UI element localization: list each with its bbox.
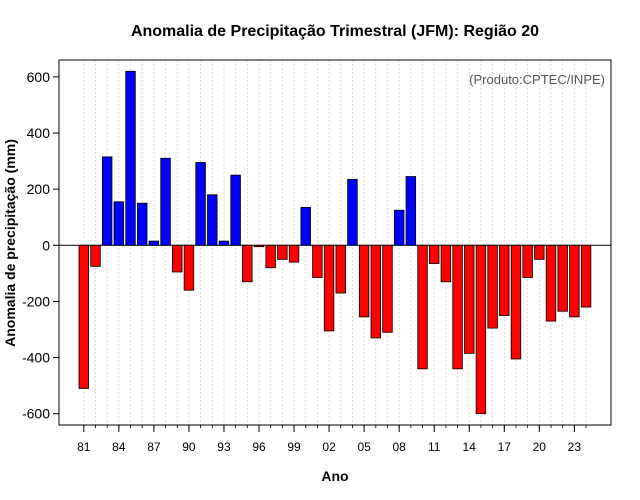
y-tick-label: -600 bbox=[22, 406, 50, 422]
x-tick-label: 90 bbox=[182, 440, 196, 454]
bar-1981 bbox=[78, 244, 90, 389]
bar-2023 bbox=[569, 244, 580, 318]
bar-2010 bbox=[417, 244, 428, 370]
bar-1987 bbox=[148, 240, 160, 246]
gridlines bbox=[83, 60, 587, 425]
x-axis-title: Ano bbox=[321, 468, 348, 484]
x-tick-label: 87 bbox=[147, 440, 161, 454]
bar-2001 bbox=[312, 244, 323, 278]
bar-2004 bbox=[347, 178, 358, 246]
bar-2006 bbox=[370, 244, 382, 339]
bar-2016 bbox=[487, 244, 498, 329]
bar-2000 bbox=[300, 207, 311, 246]
bar-1991 bbox=[195, 162, 206, 246]
product-credit: (Produto:CPTEC/INPE) bbox=[469, 72, 605, 87]
bar-1992 bbox=[207, 194, 218, 246]
bar-1997 bbox=[265, 244, 276, 269]
bar-1993 bbox=[218, 240, 230, 246]
bar-1986 bbox=[136, 202, 148, 246]
y-tick-label: 200 bbox=[27, 181, 51, 197]
bars bbox=[78, 70, 592, 415]
bar-2002 bbox=[323, 244, 335, 332]
x-tick-label: 05 bbox=[357, 440, 371, 454]
bar-2013 bbox=[452, 244, 463, 370]
x-tick-label: 02 bbox=[322, 440, 336, 454]
bar-1989 bbox=[172, 244, 183, 273]
x-tick-label: 84 bbox=[112, 440, 126, 454]
bar-1995 bbox=[242, 244, 253, 283]
x-tick-label: 20 bbox=[533, 440, 547, 454]
bar-2008 bbox=[393, 209, 405, 246]
y-tick-label: 0 bbox=[42, 237, 50, 253]
x-tick-label: 11 bbox=[428, 440, 441, 454]
x-tick-label: 23 bbox=[568, 440, 582, 454]
bar-1998 bbox=[277, 244, 288, 260]
bar-2017 bbox=[499, 244, 510, 316]
y-tick-label: 400 bbox=[27, 125, 51, 141]
bar-1990 bbox=[183, 244, 195, 291]
x-tick-label: 17 bbox=[498, 440, 512, 454]
bar-2019 bbox=[522, 244, 533, 278]
x-axis: 81 84 87 90 93 96 99 02 05 08 11 14 17 20 23 bbox=[77, 425, 587, 454]
x-tick-label: 96 bbox=[252, 440, 266, 454]
bar-2005 bbox=[358, 244, 370, 318]
bar-1996 bbox=[253, 244, 265, 248]
bar-2003 bbox=[335, 244, 346, 294]
y-axis-title: Anomalia de precipitação (mm) bbox=[2, 139, 18, 347]
bar-2022 bbox=[557, 244, 568, 312]
bar-2015 bbox=[475, 244, 487, 415]
bar-2024 bbox=[580, 244, 592, 308]
bar-2007 bbox=[382, 244, 393, 333]
plot-frame bbox=[58, 59, 612, 426]
bar-2021 bbox=[545, 244, 557, 322]
x-tick-label: 81 bbox=[77, 440, 91, 454]
y-tick-label: -400 bbox=[22, 350, 50, 366]
x-tick-label: 93 bbox=[217, 440, 231, 454]
bar-1999 bbox=[288, 244, 300, 263]
bar-1982 bbox=[90, 244, 101, 267]
bar-1985 bbox=[125, 70, 136, 246]
bar-1983 bbox=[101, 156, 113, 246]
x-tick-label: 14 bbox=[463, 440, 477, 454]
y-axis: -600 -400 -200 0 200 400 600 bbox=[22, 69, 59, 422]
bar-2020 bbox=[534, 244, 545, 260]
chart-title: Anomalia de Precipitação Trimestral (JFM… bbox=[131, 23, 539, 40]
bar-2014 bbox=[464, 244, 475, 354]
x-tick-label: 99 bbox=[287, 440, 301, 454]
bar-1984 bbox=[113, 201, 125, 246]
bar-1994 bbox=[230, 174, 241, 246]
bar-2018 bbox=[510, 244, 522, 360]
bar-2011 bbox=[428, 244, 440, 264]
bar-2012 bbox=[440, 244, 452, 283]
bar-2009 bbox=[405, 176, 417, 246]
y-tick-label: -200 bbox=[22, 293, 50, 309]
y-tick-label: 600 bbox=[27, 69, 51, 85]
bar-1988 bbox=[160, 157, 171, 246]
x-tick-label: 08 bbox=[392, 440, 406, 454]
